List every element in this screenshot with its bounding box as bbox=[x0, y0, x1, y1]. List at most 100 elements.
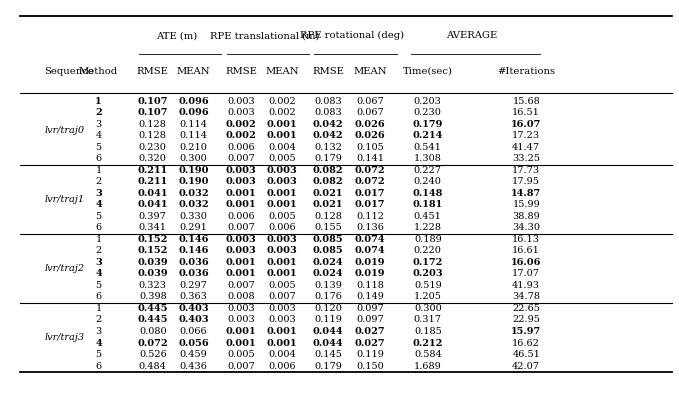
Text: 0.181: 0.181 bbox=[413, 200, 443, 209]
Text: 0.005: 0.005 bbox=[227, 350, 255, 359]
Text: 0.118: 0.118 bbox=[356, 281, 384, 290]
Text: 0.119: 0.119 bbox=[356, 350, 384, 359]
Text: 0.026: 0.026 bbox=[354, 120, 386, 129]
Text: 0.039: 0.039 bbox=[137, 270, 168, 278]
Text: 0.179: 0.179 bbox=[314, 154, 342, 163]
Text: 0.041: 0.041 bbox=[138, 189, 168, 198]
Text: 22.65: 22.65 bbox=[512, 304, 540, 313]
Text: 0.128: 0.128 bbox=[314, 212, 342, 221]
Text: 1.689: 1.689 bbox=[414, 362, 441, 370]
Text: 0.072: 0.072 bbox=[354, 166, 386, 175]
Text: 0.036: 0.036 bbox=[178, 270, 209, 278]
Text: 0.019: 0.019 bbox=[355, 258, 385, 267]
Text: 0.211: 0.211 bbox=[138, 177, 168, 186]
Text: 0.003: 0.003 bbox=[225, 166, 257, 175]
Text: 0.017: 0.017 bbox=[355, 200, 385, 209]
Text: 0.120: 0.120 bbox=[314, 304, 342, 313]
Text: 0.001: 0.001 bbox=[266, 120, 297, 129]
Text: 0.145: 0.145 bbox=[314, 350, 342, 359]
Text: Sequence: Sequence bbox=[44, 67, 94, 76]
Text: 0.114: 0.114 bbox=[179, 120, 208, 129]
Text: 0.119: 0.119 bbox=[314, 316, 342, 324]
Text: 0.320: 0.320 bbox=[139, 154, 167, 163]
Text: 0.005: 0.005 bbox=[268, 212, 295, 221]
Text: 1: 1 bbox=[95, 97, 102, 106]
Text: 0.006: 0.006 bbox=[227, 212, 255, 221]
Text: #Iterations: #Iterations bbox=[497, 67, 555, 76]
Text: 5: 5 bbox=[95, 212, 102, 221]
Text: 4: 4 bbox=[95, 270, 102, 278]
Text: 0.541: 0.541 bbox=[414, 143, 442, 152]
Text: 0.403: 0.403 bbox=[178, 304, 209, 313]
Text: 0.172: 0.172 bbox=[413, 258, 443, 267]
Text: 14.87: 14.87 bbox=[511, 189, 541, 198]
Text: 0.003: 0.003 bbox=[266, 166, 297, 175]
Text: 16.06: 16.06 bbox=[511, 258, 541, 267]
Text: 0.291: 0.291 bbox=[179, 224, 208, 232]
Text: 0.003: 0.003 bbox=[266, 235, 297, 244]
Text: 0.001: 0.001 bbox=[225, 189, 257, 198]
Text: 0.021: 0.021 bbox=[313, 189, 343, 198]
Text: 0.148: 0.148 bbox=[413, 189, 443, 198]
Text: 0.300: 0.300 bbox=[414, 304, 441, 313]
Text: 3: 3 bbox=[95, 189, 102, 198]
Text: 2: 2 bbox=[95, 316, 102, 324]
Text: 3: 3 bbox=[95, 258, 102, 267]
Text: 0.323: 0.323 bbox=[139, 281, 167, 290]
Text: 0.136: 0.136 bbox=[356, 224, 384, 232]
Text: 0.002: 0.002 bbox=[225, 131, 257, 140]
Text: 0.107: 0.107 bbox=[138, 97, 168, 106]
Text: 17.73: 17.73 bbox=[512, 166, 540, 175]
Text: 1.228: 1.228 bbox=[414, 224, 442, 232]
Text: 3: 3 bbox=[95, 120, 102, 129]
Text: 0.026: 0.026 bbox=[354, 131, 386, 140]
Text: 0.210: 0.210 bbox=[179, 143, 208, 152]
Text: 0.190: 0.190 bbox=[179, 166, 208, 175]
Text: 0.152: 0.152 bbox=[138, 247, 168, 255]
Text: MEAN: MEAN bbox=[265, 67, 299, 76]
Text: 0.005: 0.005 bbox=[268, 154, 295, 163]
Text: lvr/traj2: lvr/traj2 bbox=[44, 264, 84, 273]
Text: 0.007: 0.007 bbox=[268, 293, 295, 301]
Text: 16.07: 16.07 bbox=[511, 120, 541, 129]
Text: 0.003: 0.003 bbox=[227, 316, 255, 324]
Text: 0.445: 0.445 bbox=[138, 316, 168, 324]
Text: 0.097: 0.097 bbox=[356, 304, 384, 313]
Text: 0.007: 0.007 bbox=[227, 281, 255, 290]
Text: RPE translational (m): RPE translational (m) bbox=[210, 31, 320, 40]
Text: 0.146: 0.146 bbox=[179, 235, 208, 244]
Text: 0.001: 0.001 bbox=[225, 258, 257, 267]
Text: 0.083: 0.083 bbox=[314, 108, 342, 117]
Text: 5: 5 bbox=[95, 350, 102, 359]
Text: 0.132: 0.132 bbox=[314, 143, 342, 152]
Text: 0.044: 0.044 bbox=[312, 339, 344, 347]
Text: RMSE: RMSE bbox=[137, 67, 168, 76]
Text: 0.001: 0.001 bbox=[266, 327, 297, 336]
Text: 38.89: 38.89 bbox=[513, 212, 540, 221]
Text: 0.128: 0.128 bbox=[139, 131, 167, 140]
Text: 5: 5 bbox=[95, 143, 102, 152]
Text: 0.003: 0.003 bbox=[225, 247, 257, 255]
Text: 0.072: 0.072 bbox=[354, 177, 386, 186]
Text: 0.042: 0.042 bbox=[312, 131, 344, 140]
Text: 0.001: 0.001 bbox=[225, 327, 257, 336]
Text: RMSE: RMSE bbox=[225, 67, 257, 76]
Text: 4: 4 bbox=[95, 131, 102, 140]
Text: 0.114: 0.114 bbox=[179, 131, 208, 140]
Text: 4: 4 bbox=[95, 200, 102, 209]
Text: 0.001: 0.001 bbox=[225, 270, 257, 278]
Text: 0.006: 0.006 bbox=[268, 224, 295, 232]
Text: 17.95: 17.95 bbox=[512, 177, 540, 186]
Text: 0.003: 0.003 bbox=[227, 108, 255, 117]
Text: 0.024: 0.024 bbox=[312, 270, 344, 278]
Text: 0.067: 0.067 bbox=[356, 108, 384, 117]
Text: lvr/traj1: lvr/traj1 bbox=[44, 195, 84, 204]
Text: 1: 1 bbox=[95, 235, 102, 244]
Text: 0.004: 0.004 bbox=[268, 143, 295, 152]
Text: 0.176: 0.176 bbox=[314, 293, 342, 301]
Text: Time(sec): Time(sec) bbox=[403, 67, 453, 76]
Text: 0.036: 0.036 bbox=[178, 258, 209, 267]
Text: 0.003: 0.003 bbox=[268, 304, 295, 313]
Text: 46.51: 46.51 bbox=[512, 350, 540, 359]
Text: RMSE: RMSE bbox=[312, 67, 344, 76]
